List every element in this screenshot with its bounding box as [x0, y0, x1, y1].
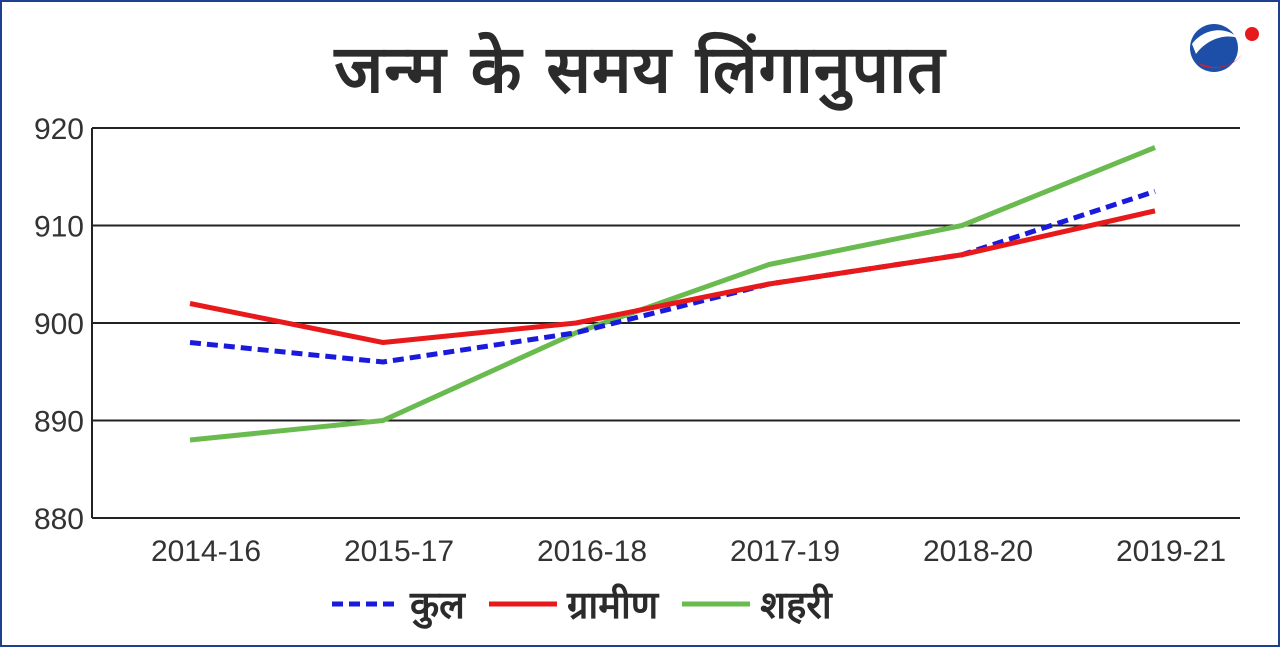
series-line-urban: [189, 145, 1156, 443]
y-tick-label: 890: [34, 406, 84, 439]
x-tick-label: 2017-19: [730, 535, 840, 568]
legend-item-urban: शहरी: [680, 578, 832, 630]
x-tick-label: 2015-17: [344, 535, 454, 568]
x-tick-label: 2019-21: [1116, 535, 1226, 568]
legend-swatch-rural: [488, 601, 557, 607]
legend-item-total: कुल: [330, 578, 465, 630]
y-tick-label: 880: [34, 503, 84, 536]
y-tick-label: 920: [34, 113, 84, 146]
legend-item-rural: ग्रामीण: [487, 578, 658, 630]
x-tick-label: 2014-16: [151, 535, 261, 568]
brand-logo: [1190, 24, 1259, 72]
legend-label-rural: ग्रामीण: [566, 583, 659, 627]
legend-swatch-total: [332, 601, 400, 607]
chart-title: जन्म के समय लिंगानुपात: [334, 31, 946, 108]
y-tick-label: 910: [34, 211, 84, 244]
series-line-rural: [189, 208, 1156, 345]
legend: कुल ग्रामीण शहरी: [330, 574, 832, 634]
legend-label-urban: शहरी: [760, 583, 832, 627]
legend-label-total: कुल: [410, 583, 465, 627]
x-tick-label: 2016-18: [537, 535, 647, 568]
legend-swatch-urban: [682, 601, 751, 607]
x-tick-label: 2018-20: [923, 535, 1033, 568]
series-line-total: [189, 188, 1156, 365]
y-tick-label: 900: [34, 308, 84, 341]
